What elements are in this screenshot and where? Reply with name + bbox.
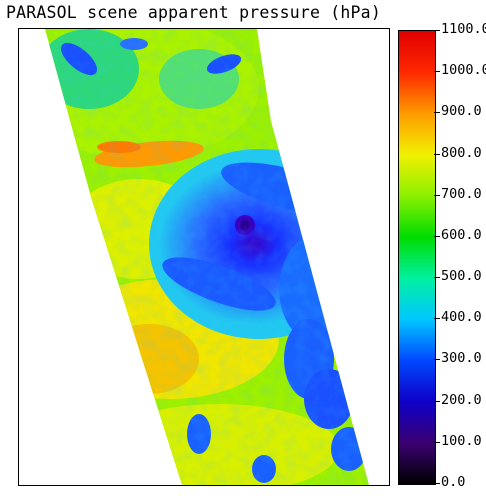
- colorbar-tick-mark: [434, 30, 440, 31]
- chart-title: PARASOL scene apparent pressure (hPa): [6, 3, 381, 22]
- colorbar-tick-label: 100.0: [441, 433, 482, 449]
- swath-layer: [45, 29, 369, 485]
- colorbar-tick-mark: [434, 277, 440, 278]
- colorbar-tick-label: 200.0: [441, 392, 482, 408]
- colorbar-tick-mark: [434, 195, 440, 196]
- colorbar-tick-label: 600.0: [441, 227, 482, 243]
- map-panel: [18, 28, 390, 486]
- colorbar-tick-label: 1000.0: [441, 62, 486, 78]
- colorbar-tick-mark: [434, 236, 440, 237]
- colorbar-tick-mark: [434, 442, 440, 443]
- colorbar-tick-label: 700.0: [441, 186, 482, 202]
- colorbar-tick-label: 900.0: [441, 103, 482, 119]
- colorbar-fill: [399, 31, 435, 484]
- colorbar-tick-mark: [434, 112, 440, 113]
- colorbar-gradient: [399, 31, 435, 484]
- colorbar: [398, 30, 436, 485]
- colorbar-tick-mark: [434, 359, 440, 360]
- colorbar-tick-mark: [434, 318, 440, 319]
- colorbar-tick-label: 1100.0: [441, 21, 486, 37]
- colorbar-tick-label: 300.0: [441, 350, 482, 366]
- colorbar-tick-label: 0.0: [441, 474, 466, 490]
- colorbar-tick-mark: [434, 154, 440, 155]
- pressure-map: [45, 29, 369, 485]
- colorbar-tick-label: 400.0: [441, 309, 482, 325]
- colorbar-tick-mark: [434, 483, 440, 484]
- colorbar-tick-label: 500.0: [441, 268, 482, 284]
- colorbar-tick-mark: [434, 401, 440, 402]
- colorbar-tick-label: 800.0: [441, 145, 482, 161]
- colorbar-tick-mark: [434, 71, 440, 72]
